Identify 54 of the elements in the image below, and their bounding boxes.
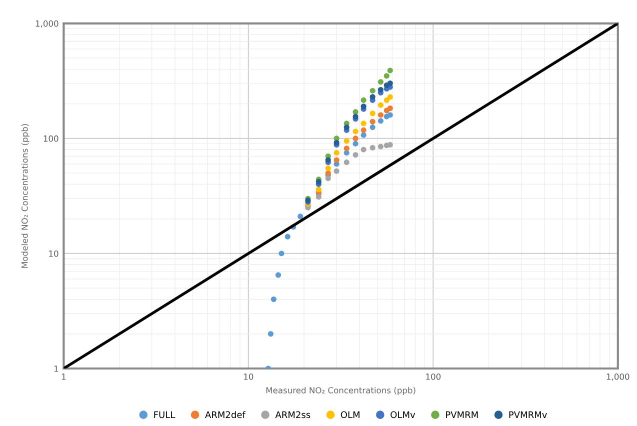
x-tick-label: 1,000 xyxy=(606,374,630,381)
point xyxy=(325,176,331,182)
point xyxy=(325,157,331,163)
y-tick-label: 1,000 xyxy=(36,20,58,28)
y-tick-label: 10 xyxy=(49,250,58,257)
legend-label: OLMv xyxy=(390,411,416,418)
x-tick-label: 100 xyxy=(426,374,441,380)
point xyxy=(344,124,350,130)
legend-label: PVMRM xyxy=(446,411,478,418)
point xyxy=(378,86,384,93)
x-tick-label: 1 xyxy=(62,374,66,380)
x-tick-label: 10 xyxy=(244,374,254,380)
point xyxy=(352,114,358,120)
point xyxy=(316,186,322,192)
point xyxy=(378,102,384,108)
y-axis-title: Modeled NO₂ Concentrations (ppb) xyxy=(21,124,30,268)
point xyxy=(370,110,376,116)
point xyxy=(360,127,366,133)
point xyxy=(370,94,376,100)
point xyxy=(344,146,350,152)
point xyxy=(352,128,358,134)
point xyxy=(370,88,376,94)
point xyxy=(334,150,340,156)
point xyxy=(378,118,384,124)
point xyxy=(360,132,366,138)
point xyxy=(316,194,322,200)
point xyxy=(352,152,358,158)
legend-label: ARM2def xyxy=(205,411,246,418)
point xyxy=(378,144,384,150)
point xyxy=(352,140,358,146)
point xyxy=(344,138,350,144)
point xyxy=(334,140,340,146)
point xyxy=(334,157,340,163)
legend-label: FULL xyxy=(154,411,176,418)
point xyxy=(344,160,350,166)
point xyxy=(370,144,376,151)
y-tick-label: 1 xyxy=(54,366,58,372)
legend-label: ARM2ss xyxy=(275,411,310,418)
point xyxy=(370,124,376,130)
point xyxy=(334,168,340,174)
point xyxy=(378,79,384,85)
legend-label: OLM xyxy=(340,411,360,418)
point xyxy=(360,97,366,103)
point xyxy=(352,136,358,142)
point xyxy=(360,146,366,152)
point xyxy=(325,166,331,172)
point xyxy=(298,214,304,220)
point xyxy=(360,104,366,110)
x-axis-title: Measured NO₂ Concentrations (ppb) xyxy=(266,386,416,396)
point xyxy=(360,120,366,126)
point xyxy=(378,112,384,118)
y-tick-label: 100 xyxy=(44,135,58,142)
legend-label: PVMRMv xyxy=(509,411,547,418)
point xyxy=(370,118,376,124)
